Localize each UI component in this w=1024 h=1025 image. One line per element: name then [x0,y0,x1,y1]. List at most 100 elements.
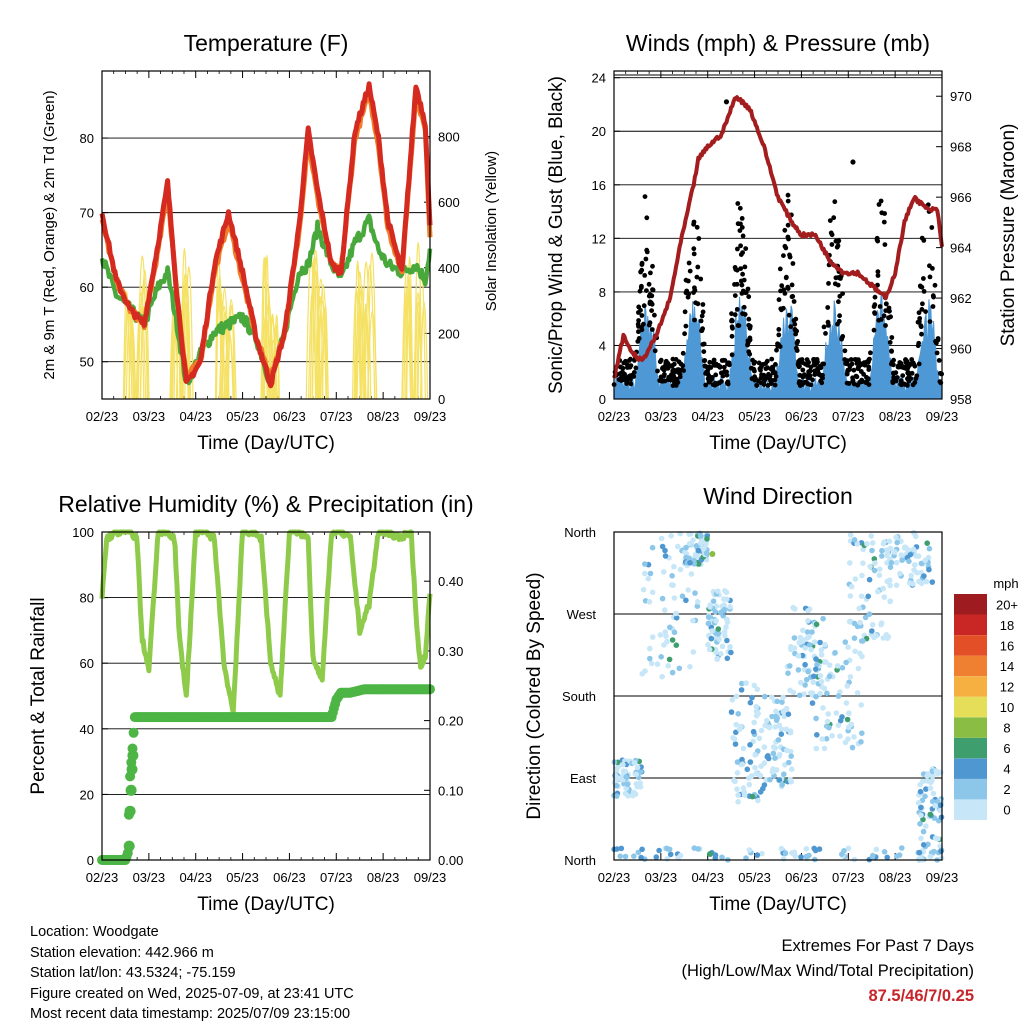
gust-point [934,340,939,346]
y-tick-label: 80 [80,591,94,606]
direction-point [744,766,751,773]
direction-point [633,771,639,778]
colorbar-swatch [954,758,987,779]
gust-point [665,377,671,383]
gust-point [652,348,658,354]
direction-point [727,644,733,650]
gust-point [741,304,747,310]
direction-point [869,540,876,546]
direction-point [858,593,865,599]
direction-point [923,578,930,585]
gust-point [782,243,788,249]
direction-point [893,534,899,541]
direction-point [774,715,780,721]
direction-point [834,663,841,669]
direction-point [923,786,929,792]
precip-point [125,784,137,796]
direction-point [614,793,620,799]
gust-point [820,361,825,367]
colorbar-label: 10 [1000,700,1014,715]
gust-point [747,337,753,343]
direction-point [719,643,726,650]
gust-point [825,305,831,310]
gust-point [906,378,912,384]
solar-insolation-trace [263,254,270,400]
gust-point [773,362,778,367]
direction-point [822,641,828,648]
direction-point [796,639,802,646]
gust-point [797,372,803,378]
solar-insolation-trace [221,310,229,400]
direction-point [806,852,812,859]
gust-point [901,365,906,371]
gust-point [691,219,697,225]
direction-point [818,651,825,658]
solar-insolation-trace [401,265,413,400]
x-tick-label: 06/23 [785,870,818,885]
gust-point [785,192,791,198]
direction-point [686,540,693,547]
direction-point [859,730,865,736]
direction-point [864,541,870,547]
direction-point [788,753,794,759]
gust-point [733,267,739,272]
direction-point [823,736,830,742]
direction-point [785,670,791,676]
y-tick-label: 24 [592,71,606,86]
x-tick-label: 02/23 [598,409,631,424]
direction-point [786,759,792,766]
gust-point [879,210,885,216]
y-right-tick-label: 0.00 [438,853,463,868]
direction-point [638,768,644,775]
direction-point [710,598,717,604]
direction-point [898,552,904,558]
direction-point [676,665,683,672]
direction-point [618,845,625,852]
direction-point [757,789,764,795]
gust-point [785,222,791,228]
direction-point [791,635,798,641]
direction-point [756,735,763,742]
panel-title: Relative Humidity (%) & Precipitation (i… [58,491,473,517]
gust-point [785,198,791,204]
direction-point [910,546,917,553]
x-axis-label: Time (Day/UTC) [197,894,335,915]
direction-point [847,593,854,599]
gust-point [730,318,735,324]
gust-point [781,253,786,258]
x-tick-label: 05/23 [738,409,771,424]
gust-point [859,379,865,385]
gust-point [845,367,851,373]
gust-point-max [723,99,730,105]
gust-point [808,364,814,370]
direction-point [683,554,689,561]
direction-point [779,782,785,788]
extremes-values: 87.5/46/7/0.25 [868,987,974,1005]
gust-point [646,281,652,287]
gust-point [649,327,655,332]
y-right-tick-label: 0 [438,392,445,407]
direction-point [656,847,662,854]
gust-point [741,277,747,283]
gust-point [934,350,940,356]
direction-point [888,559,895,566]
direction-point [916,578,922,585]
direction-point [820,705,826,711]
direction-point [648,660,655,667]
direction-point [623,774,629,780]
gust-point [636,336,642,341]
gust-point [726,360,731,366]
gust-point [732,312,738,318]
gust-point [636,318,641,323]
direction-point [730,735,736,741]
gust-point [883,323,888,328]
direction-point [791,849,798,856]
solar-insolation-trace [317,300,328,400]
colorbar-label: 14 [1000,659,1014,674]
direction-point [920,778,926,784]
direction-point [918,804,924,811]
gust-point [730,325,735,331]
direction-point [660,569,667,575]
direction-point [931,848,937,855]
gust-point [692,287,698,293]
